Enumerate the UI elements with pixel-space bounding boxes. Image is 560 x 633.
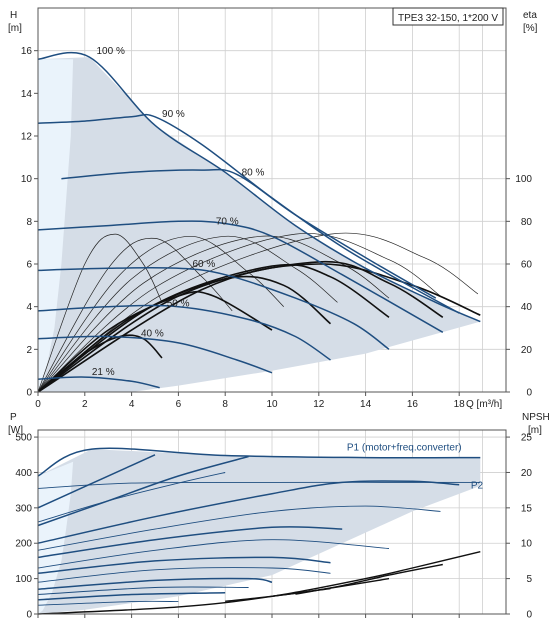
- p1-curve-3: [37, 455, 249, 527]
- head-y2tick-label-3: 60: [521, 260, 533, 271]
- p1-curve-8: [37, 592, 226, 601]
- head-xtick-label-2: 4: [129, 399, 135, 410]
- title-box: [392, 7, 504, 26]
- p1-curve-6: [37, 556, 331, 575]
- speed-label-2: 90 %: [162, 109, 185, 120]
- speed-label-7: 40 %: [141, 329, 164, 340]
- head-xtick-label-1: 2: [82, 399, 88, 410]
- speed-curve-7: [37, 335, 273, 374]
- head-ytick-label-2: 4: [26, 302, 32, 313]
- speed-curve-1: [37, 51, 481, 323]
- speed-curve-6: [37, 304, 331, 361]
- head-xtick-label-6: 12: [313, 399, 325, 410]
- head-chart-axes: 0 2 4 6 8 10 12 14 16 0 20 40 60 80 100 0 2 4 6 8 10 12 14 16 18: [21, 7, 533, 410]
- head-y-label: H: [10, 10, 17, 21]
- speed-label-5: 60 %: [192, 259, 215, 270]
- power-y2tick-label-0: 0: [526, 610, 532, 621]
- eta-thin-curve-1: [37, 233, 163, 393]
- p2-curve-4: [37, 539, 390, 569]
- power-ytick-label-0: 0: [26, 610, 32, 621]
- head-y2tick-label-0: 0: [526, 388, 532, 399]
- eta-thin-curve-7: [37, 232, 479, 393]
- power-p2-curves: [37, 472, 481, 606]
- speed-curve-4: [37, 220, 444, 333]
- power-series-label-2: P2: [471, 481, 484, 492]
- speed-curve-8: [37, 376, 160, 389]
- power-series-labels: P1 (motor+freq.converter) P2: [347, 443, 484, 492]
- head-ytick-label-5: 10: [21, 174, 33, 185]
- chart-title: TPE3 32-150, 1*200 V: [398, 13, 498, 24]
- head-y2tick-label-5: 100: [515, 174, 532, 185]
- power-y2tick-label-4: 20: [521, 468, 533, 479]
- power-ytick-label-2: 200: [15, 539, 32, 550]
- p1-curve-2: [37, 454, 156, 509]
- power-series-label-1: P1 (motor+freq.converter): [347, 443, 462, 454]
- head-ytick-label-4: 8: [26, 217, 32, 228]
- head-y-unit: [m]: [8, 23, 22, 34]
- p1-curve-4: [37, 480, 460, 544]
- eta-bold-curve-6: [37, 263, 481, 393]
- head-xtick-label-7: 14: [360, 399, 372, 410]
- power-y2tick-label-1: 5: [526, 574, 532, 585]
- p2-curve-6: [37, 586, 249, 595]
- power-y-label: P: [10, 412, 17, 423]
- power-y-unit: [W]: [8, 425, 23, 436]
- eta-thin-curve-3: [37, 235, 284, 393]
- power-ytick-label-1: 100: [15, 574, 32, 585]
- head-ytick-label-0: 0: [26, 388, 32, 399]
- p1-curve-5: [37, 526, 343, 559]
- npsh-curve-1: [37, 551, 481, 615]
- speed-label-8: 21 %: [92, 367, 115, 378]
- head-xtick-label-4: 8: [222, 399, 228, 410]
- power-ytick-label-4: 400: [15, 468, 32, 479]
- head-xtick-label-3: 6: [176, 399, 182, 410]
- p2-curve-7: [37, 600, 179, 606]
- power-ytick-label-3: 300: [15, 503, 32, 514]
- power-ytick-label-5: 500: [15, 433, 32, 444]
- p2-curve-2: [37, 472, 226, 523]
- eta-bold-curve-4: [37, 263, 390, 393]
- head-speed-curves: [37, 51, 481, 389]
- p2-curve-3: [37, 505, 441, 551]
- head-ytick-label-7: 14: [21, 89, 33, 100]
- head-y2tick-label-1: 20: [521, 345, 533, 356]
- speed-label-4: 70 %: [216, 217, 239, 228]
- speed-label-3: 80 %: [242, 167, 265, 178]
- head-y2-label: eta: [523, 10, 537, 21]
- power-y2-label: NPSH: [522, 412, 550, 423]
- p2-curve-5: [37, 567, 331, 583]
- head-ytick-label-1: 2: [26, 345, 32, 356]
- speed-label-1: 100 %: [97, 46, 125, 57]
- head-xtick-label-8: 16: [407, 399, 419, 410]
- speed-curve-5: [37, 266, 390, 350]
- npsh-curve-4: [225, 587, 331, 602]
- speed-curve-3: [61, 168, 437, 299]
- head-xtick-label-9: 18: [454, 399, 466, 410]
- power-chart-axes: 0 100 200 300 400 500 0 5 10 15 20 25: [15, 429, 533, 621]
- power-p1-curves: [37, 447, 481, 601]
- power-y2tick-label-5: 25: [521, 433, 533, 444]
- power-y2tick-label-2: 10: [521, 539, 533, 550]
- head-x-label: Q [m³/h]: [466, 399, 502, 410]
- p1-curve-7: [37, 577, 273, 590]
- speed-label-6: 50 %: [167, 299, 190, 310]
- head-y2-unit: [%]: [523, 23, 538, 34]
- head-ytick-label-6: 12: [21, 132, 33, 143]
- power-y2tick-label-3: 15: [521, 503, 533, 514]
- head-left-band: [38, 59, 74, 392]
- head-ytick-label-8: 16: [21, 46, 33, 57]
- head-xtick-label-5: 10: [266, 399, 278, 410]
- p1-curve-1: [37, 447, 481, 477]
- head-xtick-label-0: 0: [35, 399, 41, 410]
- head-speed-labels: 100 % 90 % 80 % 70 % 60 % 50 % 40 % 21 %: [92, 46, 265, 378]
- npsh-curves: [37, 551, 481, 615]
- speed-curve-2: [37, 113, 460, 314]
- head-y2tick-label-4: 80: [521, 217, 533, 228]
- eta-thin-curve-4: [37, 235, 338, 393]
- head-ytick-label-3: 6: [26, 260, 32, 271]
- power-y2-unit: [m]: [528, 425, 542, 436]
- head-y2tick-label-2: 40: [521, 302, 533, 313]
- power-left-band: [38, 461, 74, 614]
